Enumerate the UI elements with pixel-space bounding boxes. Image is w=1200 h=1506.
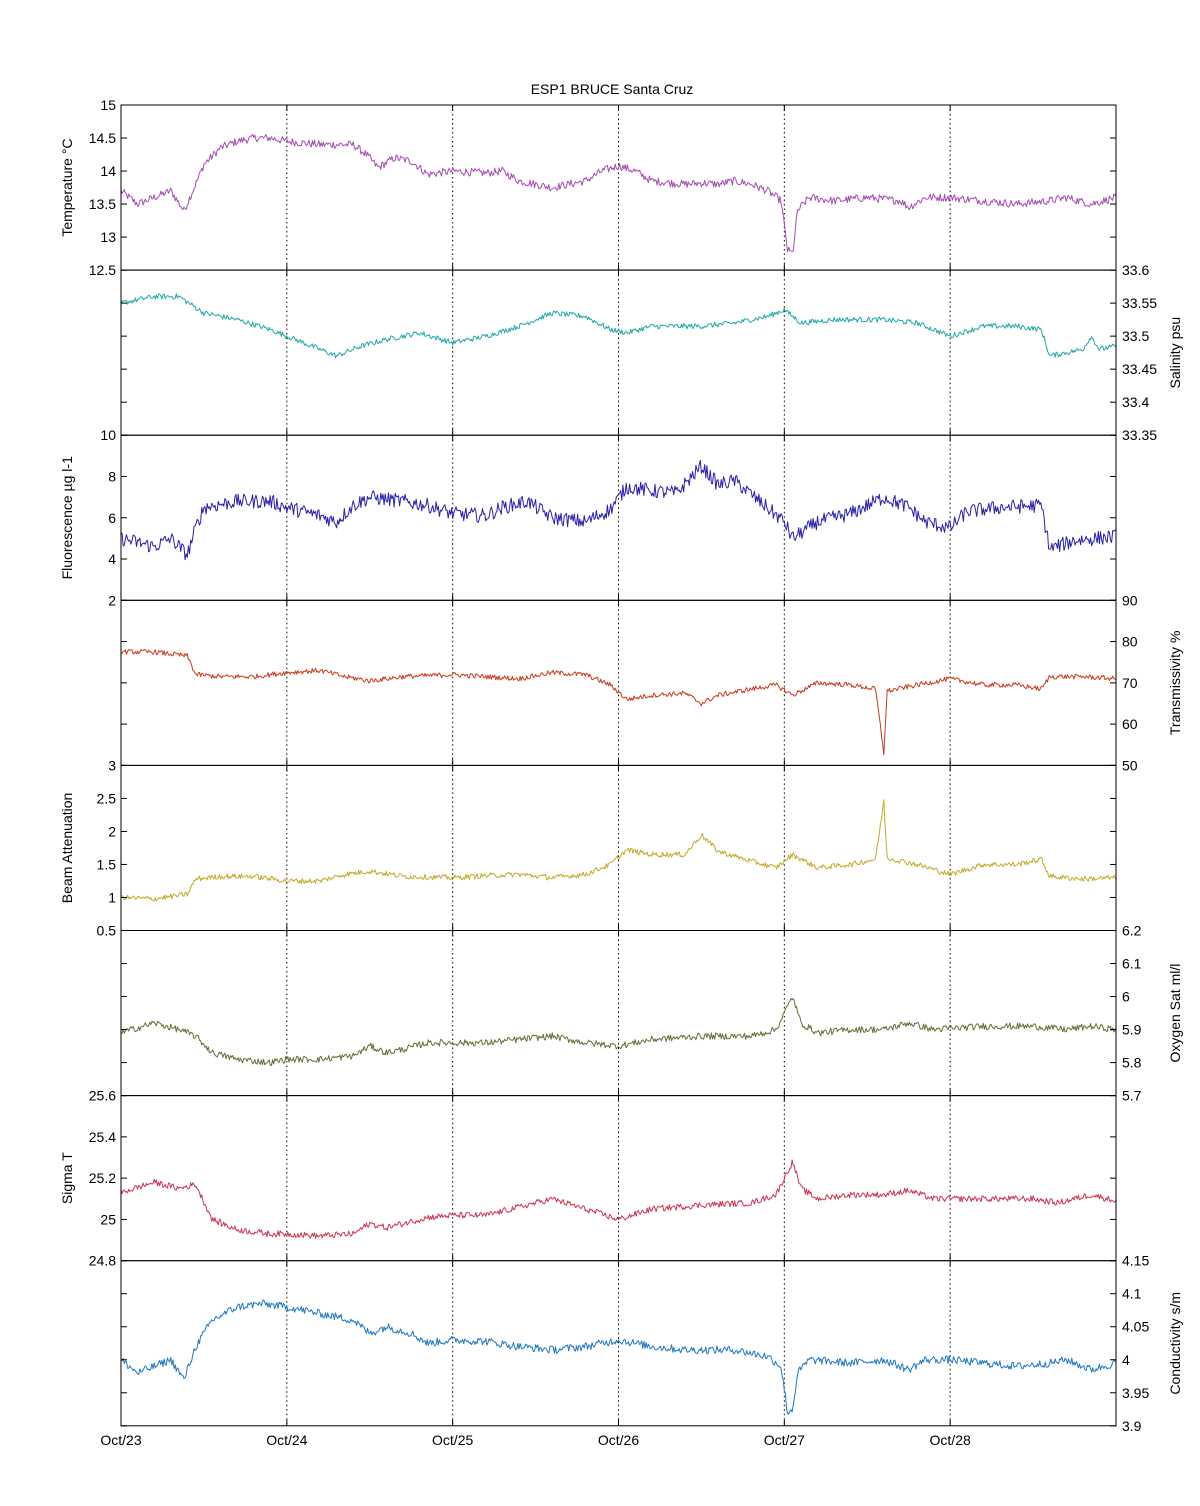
temperature-tick-label: 13 [100,229,116,245]
oxygen-series-line [120,998,1117,1067]
transmissivity-tick-label: 90 [1122,592,1138,608]
oxygen-tick-label: 5.7 [1122,1088,1142,1104]
x-tick-label: Oct/24 [266,1432,307,1448]
beam_attenuation-tick-label: 0.5 [97,923,117,939]
fluorescence-tick-label: 8 [108,468,116,484]
beam_attenuation-tick-label: 1.5 [97,856,117,872]
oxygen-ylabel: Oxygen Sat ml/l [1167,964,1183,1063]
conductivity-tick-label: 3.9 [1122,1418,1142,1434]
temperature-tick-label: 15 [100,97,116,113]
conductivity-tick-label: 4.05 [1122,1319,1149,1335]
conductivity-tick-label: 4.15 [1122,1253,1149,1269]
conductivity-tick-label: 3.95 [1122,1385,1149,1401]
transmissivity-tick-label: 50 [1122,757,1138,773]
oxygen-tick-label: 5.8 [1122,1055,1142,1071]
salinity-tick-label: 33.6 [1122,262,1149,278]
sigma_t-tick-label: 25.4 [89,1129,116,1145]
conductivity-tick-label: 4.1 [1122,1286,1142,1302]
salinity-tick-label: 33.4 [1122,394,1149,410]
conductivity-ylabel: Conductivity s/m [1167,1292,1183,1395]
beam_attenuation-tick-label: 1 [108,889,116,905]
fluorescence-ylabel: Fluorescence µg l-1 [59,456,75,579]
oxygen-tick-label: 5.9 [1122,1022,1142,1038]
temperature-ylabel: Temperature °C [59,138,75,236]
oxygen-tick-label: 6.1 [1122,956,1142,972]
fluorescence-tick-label: 6 [108,510,116,526]
beam_attenuation-series-line [120,799,1117,902]
x-tick-label: Oct/23 [100,1432,141,1448]
fluorescence-tick-label: 4 [108,551,116,567]
salinity-series-line [120,293,1117,359]
sigma_t-series-line [120,1159,1117,1239]
fluorescence-tick-label: 2 [108,592,116,608]
beam_attenuation-tick-label: 2.5 [97,790,117,806]
conductivity-tick-label: 4 [1122,1352,1130,1368]
sigma_t-tick-label: 25.2 [89,1170,116,1186]
sigma_t-ylabel: Sigma T [59,1152,75,1204]
transmissivity-tick-label: 80 [1122,634,1138,650]
salinity-tick-label: 33.35 [1122,427,1157,443]
salinity-ylabel: Salinity psu [1167,317,1183,389]
temperature-tick-label: 13.5 [89,196,116,212]
temperature-tick-label: 12.5 [89,262,116,278]
salinity-tick-label: 33.55 [1122,295,1157,311]
temperature-tick-label: 14.5 [89,130,116,146]
sigma_t-tick-label: 25 [100,1211,116,1227]
temperature-tick-label: 14 [100,163,116,179]
conductivity-series-line [120,1299,1117,1415]
chart-title: ESP1 BRUCE Santa Cruz [531,81,694,97]
temperature-series-line [120,133,1117,253]
sigma_t-tick-label: 24.8 [89,1253,116,1269]
transmissivity-tick-label: 70 [1122,675,1138,691]
oxygen-tick-label: 6.2 [1122,923,1142,939]
x-tick-label: Oct/27 [764,1432,805,1448]
salinity-tick-label: 33.5 [1122,328,1149,344]
transmissivity-series-line [120,649,1117,756]
beam_attenuation-tick-label: 2 [108,823,116,839]
x-tick-label: Oct/25 [432,1432,473,1448]
oxygen-tick-label: 6 [1122,989,1130,1005]
salinity-tick-label: 33.45 [1122,361,1157,377]
fluorescence-tick-label: 10 [100,427,116,443]
beam_attenuation-ylabel: Beam Attenuation [59,793,75,904]
fluorescence-series-line [120,459,1117,561]
beam_attenuation-tick-label: 3 [108,757,116,773]
transmissivity-ylabel: Transmissivity % [1167,631,1183,736]
transmissivity-tick-label: 60 [1122,716,1138,732]
x-tick-label: Oct/28 [930,1432,971,1448]
sigma_t-tick-label: 25.6 [89,1088,116,1104]
x-tick-label: Oct/26 [598,1432,639,1448]
